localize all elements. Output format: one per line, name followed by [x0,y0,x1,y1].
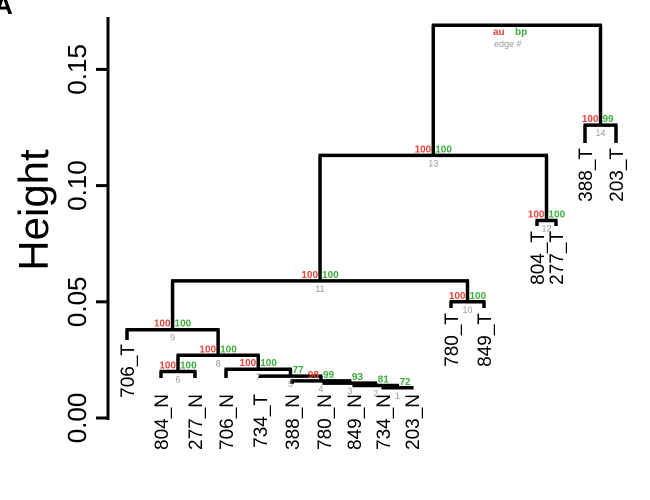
bp-value: 100 [549,209,566,220]
edge-number: 2 [373,388,378,398]
y-tick-label: 0.15 [62,44,92,95]
leaf-label: 734_T [251,394,272,448]
bp-value: 72 [400,377,412,388]
leaf-labels: 706_T 804_N 277_N 706_N 734_T 388_N 780_N 849_N… [118,148,628,450]
edge-number: 13 [428,158,438,168]
y-tick-label: 0.10 [62,160,92,211]
au-value: 100 [582,114,599,125]
au-value: 98 [308,370,320,381]
au-value: 100 [240,358,257,369]
bp-value: 100 [470,291,487,302]
bp-value: 100 [322,270,339,281]
y-axis-ticks: 0.00 0.05 0.10 0.15 [62,44,108,443]
bp-value: 100 [220,344,237,355]
bp-value: 100 [175,319,192,330]
legend-edge: edge # [494,39,522,49]
leaf-label: 804_T [528,231,549,285]
bp-value: 99 [603,114,615,125]
leaf-label: 277_T [547,231,568,285]
leaf-label: 734_N [374,394,395,450]
edge-number: 7 [256,372,261,382]
legend-au: au [493,27,505,38]
bp-value: 77 [292,365,304,376]
edge-number: 12 [541,223,551,233]
au-value: 100 [199,344,216,355]
legend-bp: bp [515,27,527,38]
leaf-label: 203_T [607,148,628,202]
au-value: 100 [159,361,176,372]
bp-value: 81 [378,374,390,385]
leaf-label: 780_N [315,394,336,450]
au-value: 100 [154,319,171,330]
edge-number: 11 [315,284,324,294]
edge-number: 6 [175,375,180,385]
au-value: 100 [528,209,545,220]
bp-value: 93 [352,372,364,383]
y-tick-label: 0.00 [62,393,92,444]
edge-number: 4 [318,384,323,394]
edge-number: 8 [216,358,221,368]
edge-number: 3 [347,386,352,396]
y-axis-label: Height [10,149,57,271]
y-tick-label: 0.05 [62,276,92,327]
edge-number: 9 [170,333,175,343]
leaf-label: 706_T [118,344,139,398]
edge-number: 1 [395,391,400,401]
edge-number: 10 [462,305,472,315]
leaf-label: 388_N [283,394,304,450]
leaf-label: 706_N [217,394,238,450]
au-value: 100 [415,144,432,155]
bp-value: 100 [435,144,452,155]
edge-number: 5 [288,379,293,389]
bp-value: 100 [260,358,277,369]
dendrogram-branches [125,23,618,390]
panel-letter: A [0,0,13,20]
leaf-label: 203_N [403,394,424,450]
leaf-label: 849_T [475,313,496,367]
leaf-label: 804_N [152,394,173,450]
leaf-label: 849_N [345,394,366,450]
bp-value: 100 [180,361,197,372]
legend: au bp edge # [493,27,527,49]
edge-number: 14 [595,128,605,138]
leaf-label: 388_T [576,148,597,202]
leaf-label: 780_T [442,313,463,367]
bp-value: 99 [323,370,335,381]
au-value: 100 [301,270,318,281]
leaf-label: 277_N [186,394,207,450]
au-value: 100 [449,291,466,302]
